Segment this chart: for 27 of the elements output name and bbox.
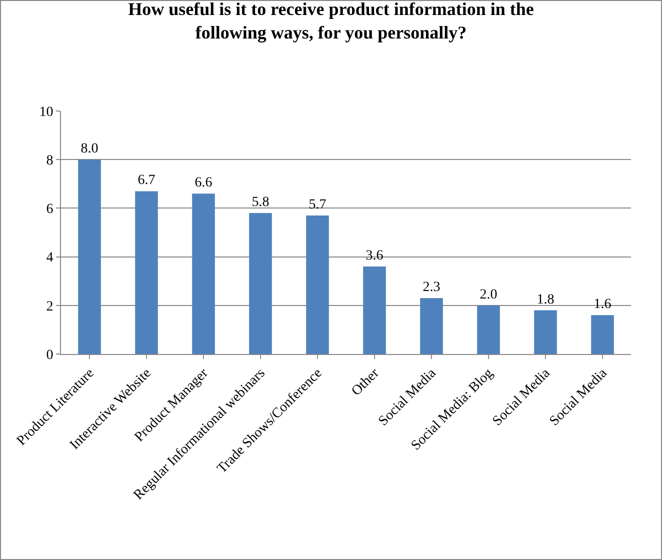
bar: [192, 194, 215, 354]
data-label: 2.0: [480, 287, 498, 302]
data-label: 5.8: [252, 195, 270, 210]
data-label: 6.6: [194, 176, 212, 191]
data-label: 8.0: [80, 142, 98, 157]
bar: [78, 160, 101, 354]
bar: [363, 266, 386, 354]
bar: [249, 213, 272, 354]
y-tick-label: 0: [46, 348, 54, 363]
chart-title: How useful is it to receive product information in the following ways, for you personally?: [128, 0, 534, 42]
y-tick-label: 8: [46, 154, 54, 168]
bar: [420, 298, 443, 354]
data-label: 6.7: [138, 173, 156, 188]
bar: [534, 310, 557, 354]
data-label: 3.6: [366, 248, 384, 264]
bar: [306, 215, 329, 354]
data-label: 1.8: [536, 292, 554, 308]
bar: [135, 191, 158, 354]
bar: [477, 305, 500, 354]
bar: [591, 315, 614, 354]
data-label: 5.7: [308, 197, 326, 212]
data-label: 1.6: [594, 297, 612, 312]
y-tick-label: 10: [39, 104, 54, 120]
data-label: 2.3: [422, 280, 440, 296]
y-tick-label: 4: [46, 250, 54, 266]
y-tick-label: 6: [46, 202, 54, 218]
y-tick-label: 2: [46, 299, 54, 314]
